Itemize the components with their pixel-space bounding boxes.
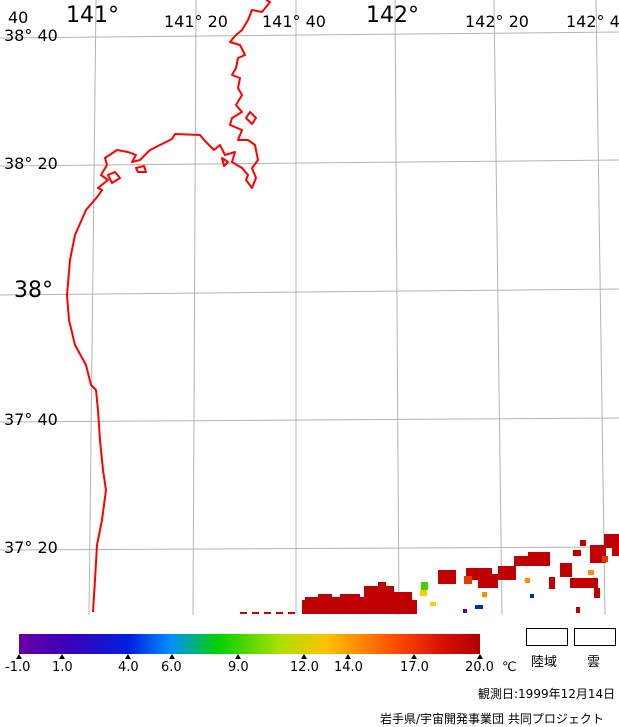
parallel-38-00 bbox=[0, 288, 619, 296]
tick-mark bbox=[345, 654, 351, 659]
tick-mark bbox=[16, 654, 22, 659]
tick-mark bbox=[125, 654, 131, 659]
tick-mark bbox=[301, 654, 307, 659]
lat-label-38: 38° bbox=[14, 278, 53, 303]
lat-label-37-20: 37° 20 bbox=[4, 538, 58, 557]
coastline bbox=[66, 0, 271, 613]
scale-tick-label: 17.0 bbox=[400, 660, 429, 675]
unit-label: ℃ bbox=[502, 660, 517, 675]
parallel-38-40 bbox=[0, 31, 619, 39]
scale-tick-label: 12.0 bbox=[290, 660, 319, 675]
cloud-label: 雲 bbox=[587, 655, 601, 670]
meridian-141-00 bbox=[88, 0, 97, 615]
parallel-37-20 bbox=[0, 546, 619, 551]
lat-label-38-20: 38° 20 bbox=[4, 154, 58, 173]
tick-mark bbox=[477, 654, 483, 659]
scale-tick-label: 4.0 bbox=[118, 660, 139, 675]
project-credit: 岩手県/宇宙開発事業団 共同プロジェクト bbox=[380, 712, 604, 726]
lon-label-141-40: 141° 40 bbox=[262, 12, 326, 31]
tick-mark bbox=[235, 654, 241, 659]
lat-label-37-40: 37° 40 bbox=[4, 410, 58, 429]
scale-tick-label: 9.0 bbox=[228, 660, 249, 675]
lon-label-142-20: 142° 20 bbox=[465, 12, 529, 31]
temperature-color-bar bbox=[19, 634, 480, 654]
lon-label-140-40: 40 bbox=[8, 8, 29, 27]
meridian-142-40 bbox=[595, 0, 606, 615]
scale-tick-label: -1.0 bbox=[5, 660, 31, 675]
tick-mark bbox=[169, 654, 175, 659]
graticule bbox=[0, 0, 619, 615]
sst-map bbox=[0, 0, 619, 615]
scale-tick-label: 6.0 bbox=[161, 660, 182, 675]
lon-label-142-40: 142° 4 bbox=[566, 12, 619, 31]
meridian-142-00 bbox=[394, 0, 400, 615]
tick-mark bbox=[411, 654, 417, 659]
land-label: 陸域 bbox=[531, 655, 558, 670]
meridian-142-20 bbox=[493, 0, 503, 615]
cloud-swatch bbox=[574, 628, 616, 646]
lat-label-38-40: 38° 40 bbox=[4, 26, 58, 45]
sst-pixels bbox=[240, 534, 619, 614]
parallel-38-20 bbox=[0, 159, 619, 167]
tick-mark bbox=[59, 654, 65, 659]
scale-tick-label: 1.0 bbox=[52, 660, 73, 675]
parallel-37-40 bbox=[0, 417, 619, 423]
scale-tick-label: 14.0 bbox=[334, 660, 363, 675]
meridian-141-20 bbox=[192, 0, 197, 615]
land-swatch bbox=[526, 628, 568, 646]
scale-tick-label: 20.0 bbox=[465, 660, 494, 675]
lon-label-141-20: 141° 20 bbox=[164, 12, 228, 31]
observation-date: 観測日:1999年12月14日 bbox=[478, 687, 616, 701]
lon-label-142: 142° bbox=[366, 3, 419, 28]
lon-label-141: 141° bbox=[66, 3, 119, 28]
